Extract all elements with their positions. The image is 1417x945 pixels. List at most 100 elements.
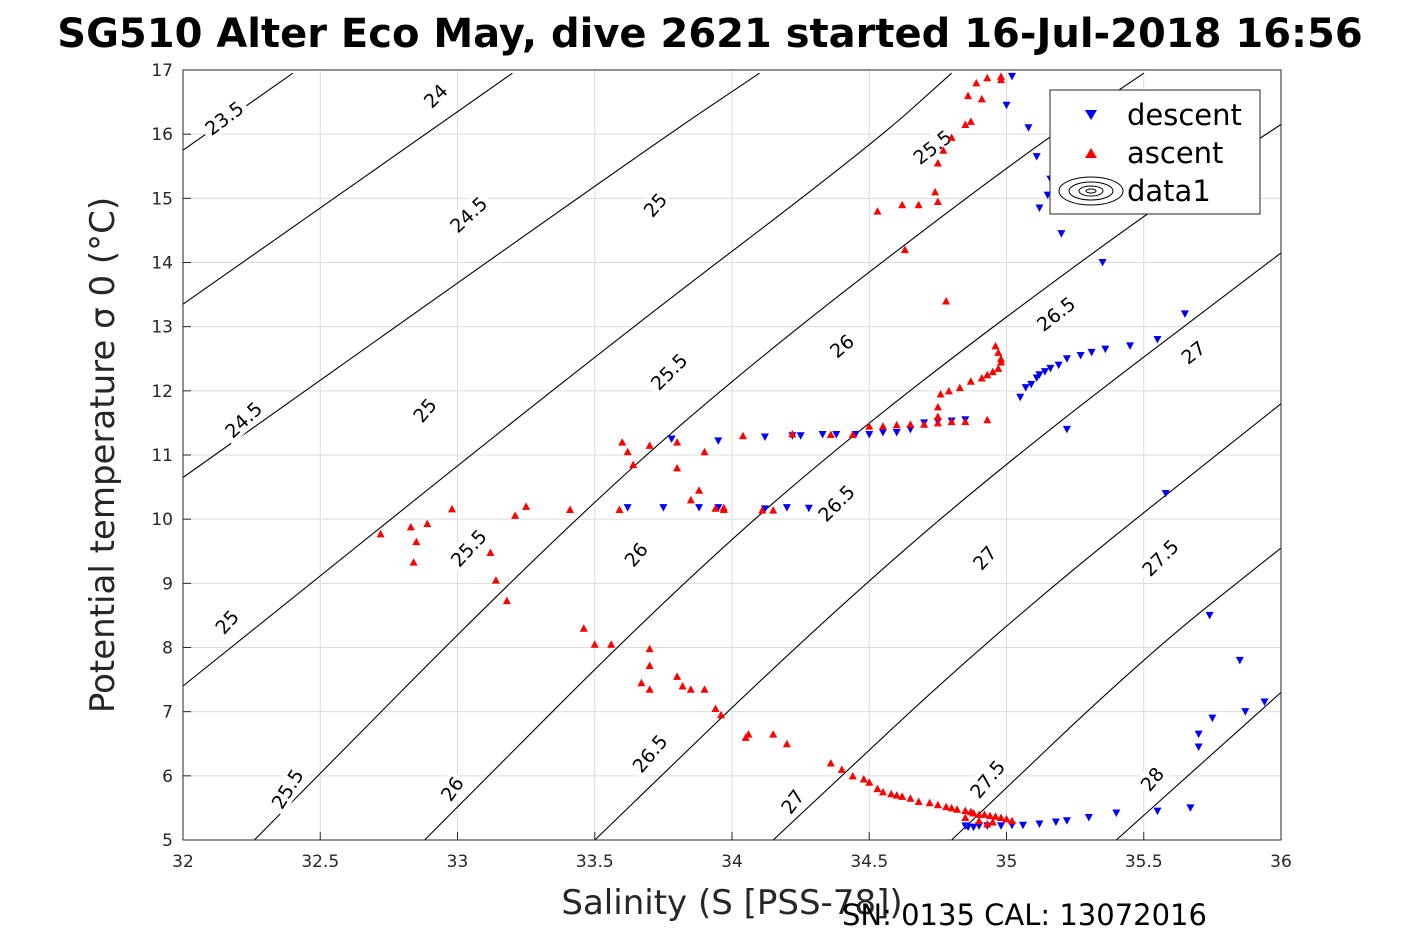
descent-point bbox=[1084, 814, 1093, 822]
x-tick-label: 32 bbox=[172, 852, 194, 872]
descent-point bbox=[906, 425, 915, 434]
ascent-point bbox=[961, 417, 970, 426]
descent-point bbox=[1194, 730, 1203, 739]
descent-point bbox=[865, 430, 874, 439]
descent-point bbox=[1051, 818, 1060, 827]
y-tick-label: 16 bbox=[151, 125, 173, 145]
ascent-series bbox=[376, 72, 1016, 828]
ascent-point bbox=[873, 207, 882, 215]
descent-point bbox=[1186, 804, 1195, 812]
ascent-point bbox=[615, 505, 624, 514]
y-tick-label: 9 bbox=[162, 574, 173, 594]
legend-data1-label: data1 bbox=[1127, 174, 1211, 208]
contour-line-25 bbox=[182, 72, 952, 687]
ascent-point bbox=[837, 765, 846, 773]
descent-point bbox=[1098, 259, 1107, 267]
ascent-point bbox=[645, 685, 654, 693]
x-tick-label: 33.5 bbox=[576, 852, 614, 872]
descent-point bbox=[1035, 820, 1044, 828]
ascent-point bbox=[412, 537, 421, 546]
ascent-point bbox=[848, 771, 857, 780]
ascent-point bbox=[906, 794, 915, 802]
descent-point bbox=[659, 504, 668, 512]
ascent-point bbox=[947, 417, 956, 426]
ascent-point bbox=[966, 377, 975, 385]
ascent-point bbox=[826, 430, 835, 438]
contour-label-bg bbox=[905, 122, 959, 172]
descent-point bbox=[1016, 393, 1025, 402]
descent-point bbox=[695, 504, 704, 512]
x-tick-label: 34.5 bbox=[850, 852, 888, 872]
ascent-point bbox=[409, 558, 418, 566]
descent-point bbox=[782, 504, 791, 512]
ascent-point bbox=[964, 91, 973, 100]
ascent-point bbox=[629, 460, 638, 469]
ascent-point bbox=[936, 390, 945, 398]
ascent-point bbox=[448, 504, 457, 513]
descent-point bbox=[1241, 708, 1250, 716]
ascent-point bbox=[873, 784, 882, 793]
ascent-point bbox=[988, 367, 997, 376]
ascent-point bbox=[878, 787, 887, 796]
contour-label-bg bbox=[197, 94, 251, 142]
ascent-point bbox=[931, 187, 940, 196]
ascent-point bbox=[920, 420, 929, 428]
ascent-point bbox=[997, 75, 1006, 84]
ascent-point bbox=[769, 506, 778, 514]
ascent-point bbox=[865, 778, 874, 786]
ascent-point bbox=[986, 811, 995, 820]
ascent-point bbox=[994, 348, 1003, 356]
descent-point bbox=[1194, 743, 1203, 751]
x-tick-label: 35.5 bbox=[1125, 852, 1163, 872]
descent-point bbox=[1040, 368, 1049, 376]
ascent-point bbox=[914, 200, 923, 209]
ascent-point bbox=[939, 146, 948, 154]
ascent-point bbox=[376, 529, 385, 538]
ascent-point bbox=[983, 73, 992, 82]
contour-label-bg bbox=[209, 604, 245, 640]
legend-ascent-marker bbox=[1085, 148, 1097, 158]
ascent-point bbox=[933, 402, 942, 411]
contour-line-25.5 bbox=[254, 72, 1145, 841]
descent-point bbox=[832, 430, 841, 439]
descent-point bbox=[1046, 364, 1055, 373]
descent-point bbox=[1101, 345, 1110, 354]
descent-point bbox=[1021, 384, 1030, 392]
ascent-point bbox=[994, 364, 1003, 372]
descent-point bbox=[1180, 310, 1189, 318]
descent-point bbox=[804, 504, 813, 513]
density-contours bbox=[182, 72, 1282, 841]
contour-label-bg bbox=[775, 783, 810, 820]
ascent-point bbox=[848, 430, 857, 438]
ascent-point bbox=[711, 704, 720, 712]
ascent-point bbox=[991, 341, 1000, 350]
contour-label-bg bbox=[434, 770, 470, 807]
ascent-point bbox=[977, 94, 986, 103]
y-tick-label: 8 bbox=[162, 639, 173, 659]
legend-ascent-label: ascent bbox=[1127, 136, 1223, 170]
ascent-point bbox=[566, 505, 575, 514]
contour-label-bg bbox=[810, 477, 862, 529]
contour-label-bg bbox=[966, 539, 1003, 576]
ascent-point bbox=[618, 438, 627, 446]
legend-contour-icon bbox=[1058, 176, 1124, 206]
legend[interactable]: descent ascent data1 bbox=[1049, 89, 1261, 215]
contour-label-bg bbox=[417, 78, 454, 114]
descent-point bbox=[878, 429, 887, 437]
contour-label-bg bbox=[618, 536, 654, 573]
y-axis-label: Potential temperature σ 0 (°C) bbox=[83, 197, 123, 713]
contour-label-bg bbox=[442, 189, 495, 240]
ascent-point bbox=[719, 505, 728, 514]
ascent-point bbox=[678, 682, 687, 690]
y-tick-label: 14 bbox=[151, 254, 173, 274]
descent-point bbox=[1032, 374, 1041, 382]
ascent-point bbox=[906, 420, 915, 428]
ascent-point bbox=[975, 810, 984, 818]
ascent-point bbox=[637, 678, 646, 687]
contour-line-24.5 bbox=[182, 72, 760, 478]
x-tick-labels: 32 32.5 33 33.5 34 34.5 35 35.5 36 bbox=[172, 852, 1292, 872]
ascent-point bbox=[947, 803, 956, 812]
ascent-point bbox=[972, 78, 981, 87]
descent-point bbox=[714, 437, 723, 445]
